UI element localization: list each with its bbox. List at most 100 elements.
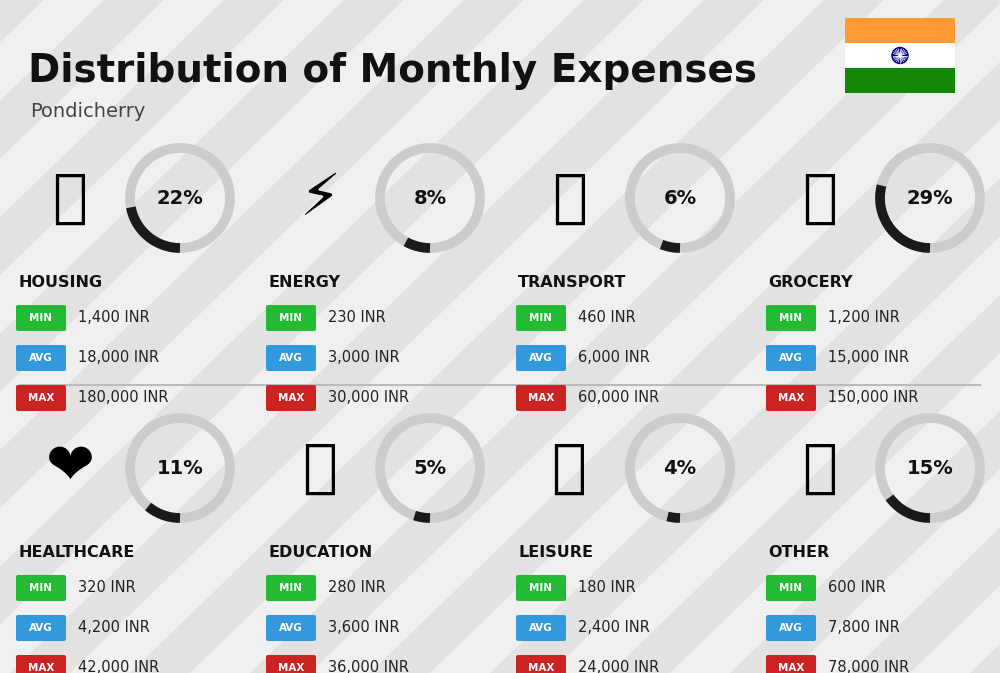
Circle shape	[892, 48, 908, 63]
FancyBboxPatch shape	[16, 345, 66, 371]
Text: AVG: AVG	[529, 623, 553, 633]
FancyBboxPatch shape	[266, 305, 316, 331]
Text: 🏢: 🏢	[52, 170, 88, 227]
Text: 6%: 6%	[663, 188, 697, 207]
FancyBboxPatch shape	[516, 305, 566, 331]
Text: 180 INR: 180 INR	[578, 581, 636, 596]
Text: AVG: AVG	[29, 353, 53, 363]
Text: GROCERY: GROCERY	[768, 275, 852, 290]
FancyBboxPatch shape	[16, 615, 66, 641]
Text: 180,000 INR: 180,000 INR	[78, 390, 168, 406]
FancyBboxPatch shape	[766, 655, 816, 673]
Text: 15,000 INR: 15,000 INR	[828, 351, 909, 365]
Text: MIN: MIN	[280, 583, 302, 593]
Text: HOUSING: HOUSING	[18, 275, 102, 290]
FancyBboxPatch shape	[516, 385, 566, 411]
Text: MAX: MAX	[278, 663, 304, 673]
Text: AVG: AVG	[529, 353, 553, 363]
Text: AVG: AVG	[279, 623, 303, 633]
Text: 🎓: 🎓	[302, 439, 338, 497]
Text: 280 INR: 280 INR	[328, 581, 386, 596]
Text: MIN: MIN	[530, 583, 552, 593]
FancyBboxPatch shape	[266, 655, 316, 673]
Text: 4%: 4%	[663, 458, 697, 478]
Text: 3,000 INR: 3,000 INR	[328, 351, 400, 365]
Text: Distribution of Monthly Expenses: Distribution of Monthly Expenses	[28, 52, 757, 90]
FancyBboxPatch shape	[266, 385, 316, 411]
FancyBboxPatch shape	[766, 575, 816, 601]
FancyBboxPatch shape	[266, 575, 316, 601]
FancyBboxPatch shape	[16, 305, 66, 331]
Text: Pondicherry: Pondicherry	[30, 102, 145, 121]
Text: ❤️: ❤️	[46, 439, 94, 497]
Text: MAX: MAX	[528, 393, 554, 403]
Text: TRANSPORT: TRANSPORT	[518, 275, 626, 290]
Text: 3,600 INR: 3,600 INR	[328, 621, 400, 635]
Text: MAX: MAX	[28, 663, 54, 673]
FancyBboxPatch shape	[516, 615, 566, 641]
Text: 150,000 INR: 150,000 INR	[828, 390, 918, 406]
Text: 👜: 👜	[802, 439, 838, 497]
Text: AVG: AVG	[29, 623, 53, 633]
Text: 11%: 11%	[157, 458, 203, 478]
Text: ⚡: ⚡	[300, 170, 340, 227]
Text: 230 INR: 230 INR	[328, 310, 386, 326]
Text: 5%: 5%	[413, 458, 447, 478]
FancyBboxPatch shape	[766, 385, 816, 411]
FancyBboxPatch shape	[16, 575, 66, 601]
FancyBboxPatch shape	[266, 615, 316, 641]
Text: AVG: AVG	[279, 353, 303, 363]
Text: 29%: 29%	[907, 188, 953, 207]
Text: MIN: MIN	[530, 313, 552, 323]
Text: 🛒: 🛒	[802, 170, 838, 227]
Text: MIN: MIN	[780, 313, 802, 323]
FancyBboxPatch shape	[766, 305, 816, 331]
Text: 🛍️: 🛍️	[552, 439, 588, 497]
Text: MIN: MIN	[780, 583, 802, 593]
Text: HEALTHCARE: HEALTHCARE	[18, 545, 134, 560]
Text: MIN: MIN	[30, 583, 52, 593]
Text: 42,000 INR: 42,000 INR	[78, 660, 159, 673]
Text: MAX: MAX	[778, 393, 804, 403]
Text: OTHER: OTHER	[768, 545, 829, 560]
FancyBboxPatch shape	[845, 68, 955, 93]
Text: EDUCATION: EDUCATION	[268, 545, 372, 560]
FancyBboxPatch shape	[845, 43, 955, 68]
Text: 78,000 INR: 78,000 INR	[828, 660, 909, 673]
FancyBboxPatch shape	[766, 615, 816, 641]
Text: 6,000 INR: 6,000 INR	[578, 351, 650, 365]
FancyBboxPatch shape	[516, 345, 566, 371]
Text: 🚌: 🚌	[552, 170, 588, 227]
Text: 60,000 INR: 60,000 INR	[578, 390, 659, 406]
Text: 8%: 8%	[413, 188, 447, 207]
Text: AVG: AVG	[779, 623, 803, 633]
Text: 15%: 15%	[907, 458, 953, 478]
FancyBboxPatch shape	[16, 655, 66, 673]
Text: MAX: MAX	[28, 393, 54, 403]
Text: 1,200 INR: 1,200 INR	[828, 310, 900, 326]
FancyBboxPatch shape	[766, 345, 816, 371]
Text: 320 INR: 320 INR	[78, 581, 136, 596]
Text: MAX: MAX	[528, 663, 554, 673]
Text: 600 INR: 600 INR	[828, 581, 886, 596]
Text: 30,000 INR: 30,000 INR	[328, 390, 409, 406]
Text: 460 INR: 460 INR	[578, 310, 636, 326]
FancyBboxPatch shape	[16, 385, 66, 411]
Text: 7,800 INR: 7,800 INR	[828, 621, 900, 635]
Text: 36,000 INR: 36,000 INR	[328, 660, 409, 673]
Text: AVG: AVG	[779, 353, 803, 363]
Text: MAX: MAX	[278, 393, 304, 403]
Text: 1,400 INR: 1,400 INR	[78, 310, 150, 326]
FancyBboxPatch shape	[516, 655, 566, 673]
Text: MIN: MIN	[30, 313, 52, 323]
Text: 24,000 INR: 24,000 INR	[578, 660, 659, 673]
FancyBboxPatch shape	[266, 345, 316, 371]
FancyBboxPatch shape	[516, 575, 566, 601]
Text: 2,400 INR: 2,400 INR	[578, 621, 650, 635]
Text: 18,000 INR: 18,000 INR	[78, 351, 159, 365]
Text: LEISURE: LEISURE	[518, 545, 593, 560]
Text: MAX: MAX	[778, 663, 804, 673]
Text: MIN: MIN	[280, 313, 302, 323]
Text: ENERGY: ENERGY	[268, 275, 340, 290]
Text: 22%: 22%	[157, 188, 203, 207]
